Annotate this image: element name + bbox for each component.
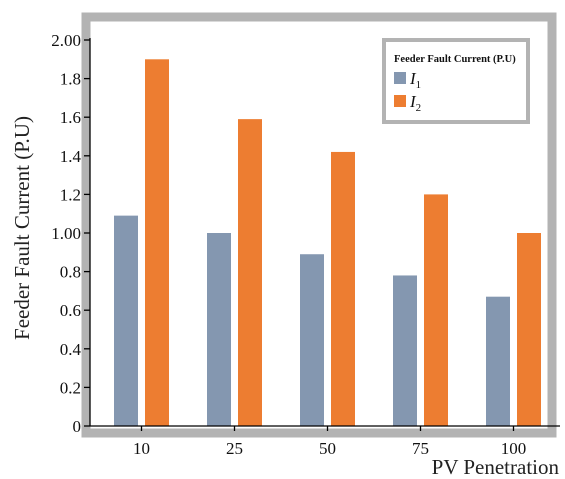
y-tick-label: 0 [73, 417, 82, 436]
y-tick-label: 1.00 [51, 224, 81, 243]
legend-swatch-i2 [394, 95, 406, 107]
legend-title: Feeder Fault Current (P.U) [394, 54, 516, 65]
plot-frame [81, 12, 557, 438]
bar-i2-50 [331, 151, 355, 426]
y-tick-label: 1.6 [60, 108, 81, 127]
bar-i1-50 [300, 254, 324, 426]
x-tick-label: 75 [412, 439, 429, 458]
bar-i1-10 [114, 215, 138, 426]
legend-label-i2: I2 [409, 92, 421, 114]
x-tick-label: 25 [226, 439, 243, 458]
x-axis-title: PV Penetration [432, 455, 560, 479]
y-tick-label: 0.8 [60, 263, 81, 282]
legend-swatch-i1 [394, 72, 406, 84]
bar-i2-100 [517, 233, 541, 426]
bar-i2-10 [145, 59, 169, 427]
y-tick-label: 1.2 [60, 185, 81, 204]
bar-i1-75 [393, 275, 417, 426]
y-axis: 0 0.2 0.4 0.6 0.8 1.00 1.2 1.4 1.6 1.8 2.00 [51, 31, 91, 436]
y-tick-label: 0.4 [60, 340, 82, 359]
bar-i1-25 [207, 233, 231, 426]
legend-box [382, 38, 530, 124]
bar-i2-75 [424, 194, 448, 426]
x-axis: 10 25 50 75 100 [90, 425, 560, 458]
bar-i1-100 [486, 296, 510, 426]
bar-series [114, 59, 541, 427]
x-tick-label: 50 [319, 439, 336, 458]
bar-i2-25 [238, 119, 262, 426]
x-tick-label: 100 [501, 439, 527, 458]
y-axis-title: Feeder Fault Current (P.U) [10, 116, 34, 340]
y-tick-label: 1.4 [60, 147, 82, 166]
y-tick-label: 0.6 [60, 301, 81, 320]
legend-label-i1: I1 [409, 69, 421, 91]
y-tick-label: 1.8 [60, 70, 81, 89]
legend: Feeder Fault Current (P.U) I1 I2 [382, 38, 530, 124]
x-tick-label: 10 [133, 439, 150, 458]
y-tick-label: 2.00 [51, 31, 81, 50]
y-tick-label: 0.2 [60, 378, 81, 397]
